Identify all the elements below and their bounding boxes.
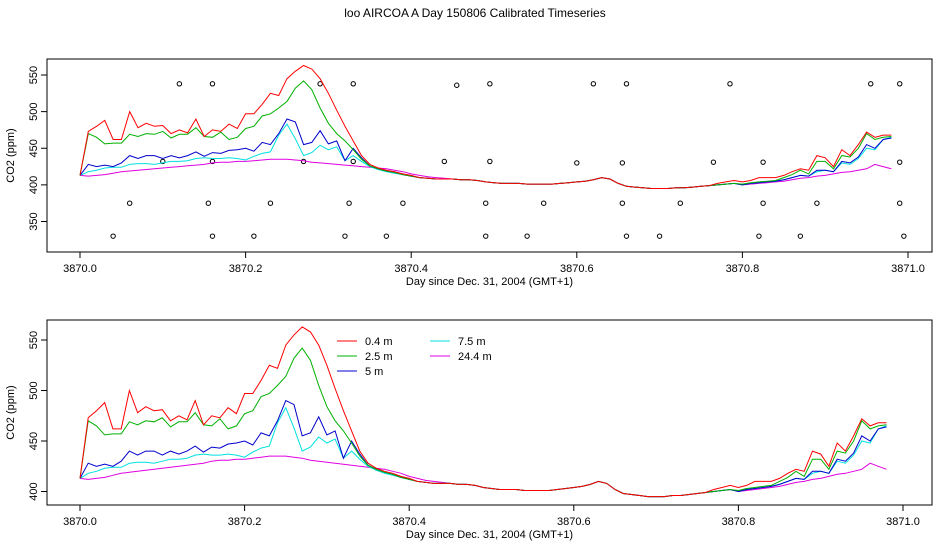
- data-point: [383, 233, 390, 239]
- y-tick-label: 550: [28, 66, 40, 84]
- data-point: [483, 200, 489, 206]
- y-tick-label: 500: [28, 381, 40, 399]
- data-point: [540, 200, 547, 206]
- x-tick-label: 3870.0: [63, 516, 97, 528]
- x-tick-label: 3870.0: [63, 263, 97, 275]
- data-point: [209, 233, 216, 239]
- legend-label: 0.4 m: [365, 336, 393, 348]
- x-tick-label: 3870.2: [228, 516, 262, 528]
- data-point: [110, 233, 116, 239]
- data-point: [897, 200, 903, 206]
- x-tick-label: 3871.0: [886, 516, 920, 528]
- data-point: [590, 81, 597, 87]
- y-tick-label: 450: [28, 139, 40, 157]
- data-point: [868, 81, 874, 87]
- data-point: [487, 158, 493, 165]
- data-point: [897, 81, 903, 87]
- x-tick-label: 3870.2: [229, 263, 263, 275]
- data-point: [760, 159, 766, 165]
- series-line-s25: [79, 80, 892, 189]
- data-point: [797, 233, 804, 239]
- series-line-s244: [79, 158, 892, 189]
- y-tick-label: 450: [28, 432, 40, 450]
- data-point: [176, 81, 183, 87]
- x-tick-label: 3870.6: [557, 516, 591, 528]
- x-axis-label: Day since Dec. 31, 2004 (GMT+1): [406, 529, 573, 541]
- data-point: [350, 158, 356, 165]
- data-point: [454, 82, 460, 88]
- legend-label: 24.4 m: [458, 351, 492, 363]
- series-line-s04: [79, 64, 892, 189]
- data-point: [342, 233, 348, 239]
- x-axis-label: Day since Dec. 31, 2004 (GMT+1): [406, 276, 573, 288]
- x-tick-label: 3870.8: [722, 516, 756, 528]
- y-axis-label: CO2 (ppm): [5, 128, 17, 182]
- y-axis-label: CO2 (ppm): [5, 385, 17, 439]
- figure-title: loo AIRCOA A Day 150806 Calibrated Times…: [344, 6, 606, 20]
- data-point: [483, 233, 489, 239]
- y-tick-label: 350: [28, 212, 40, 230]
- data-point: [710, 159, 717, 165]
- plot-frame: [46, 319, 933, 506]
- y-tick-label: 550: [28, 331, 40, 349]
- x-tick-label: 3870.8: [726, 263, 760, 275]
- x-tick-label: 3870.6: [560, 263, 594, 275]
- data-point: [267, 200, 274, 206]
- data-point: [441, 158, 448, 165]
- data-point: [487, 81, 493, 87]
- legend-label: 5 m: [365, 366, 383, 378]
- data-point: [524, 233, 530, 239]
- data-point: [760, 200, 766, 206]
- series-line-s5: [79, 399, 887, 498]
- data-point: [897, 159, 903, 165]
- data-point: [727, 81, 733, 87]
- data-point: [205, 200, 212, 206]
- y-tick-label: 500: [28, 102, 40, 120]
- data-point: [251, 233, 257, 239]
- data-point: [623, 233, 630, 239]
- data-point: [756, 233, 762, 239]
- data-point: [619, 200, 626, 206]
- data-point: [160, 158, 166, 165]
- data-point: [209, 158, 216, 165]
- data-point: [346, 200, 352, 206]
- y-tick-label: 400: [28, 482, 40, 500]
- legend-label: 2.5 m: [365, 351, 393, 363]
- y-tick-label: 400: [28, 176, 40, 194]
- x-tick-label: 3871.0: [891, 263, 925, 275]
- data-point: [814, 200, 820, 206]
- data-point: [209, 81, 216, 87]
- data-point: [574, 160, 580, 166]
- series-line-s25: [79, 347, 887, 498]
- data-point: [350, 81, 356, 87]
- x-tick-label: 3870.4: [394, 263, 428, 275]
- series-line-s04: [79, 326, 887, 498]
- data-point: [656, 233, 663, 239]
- data-point: [126, 200, 133, 206]
- x-tick-label: 3870.4: [392, 516, 426, 528]
- data-point: [677, 200, 683, 206]
- legend-label: 7.5 m: [458, 336, 486, 348]
- data-point: [619, 160, 626, 166]
- data-point: [400, 200, 406, 206]
- series-line-s244: [79, 455, 887, 498]
- data-point: [901, 233, 907, 239]
- data-point: [623, 81, 630, 87]
- data-point: [317, 81, 323, 87]
- plot-frame: [46, 58, 933, 253]
